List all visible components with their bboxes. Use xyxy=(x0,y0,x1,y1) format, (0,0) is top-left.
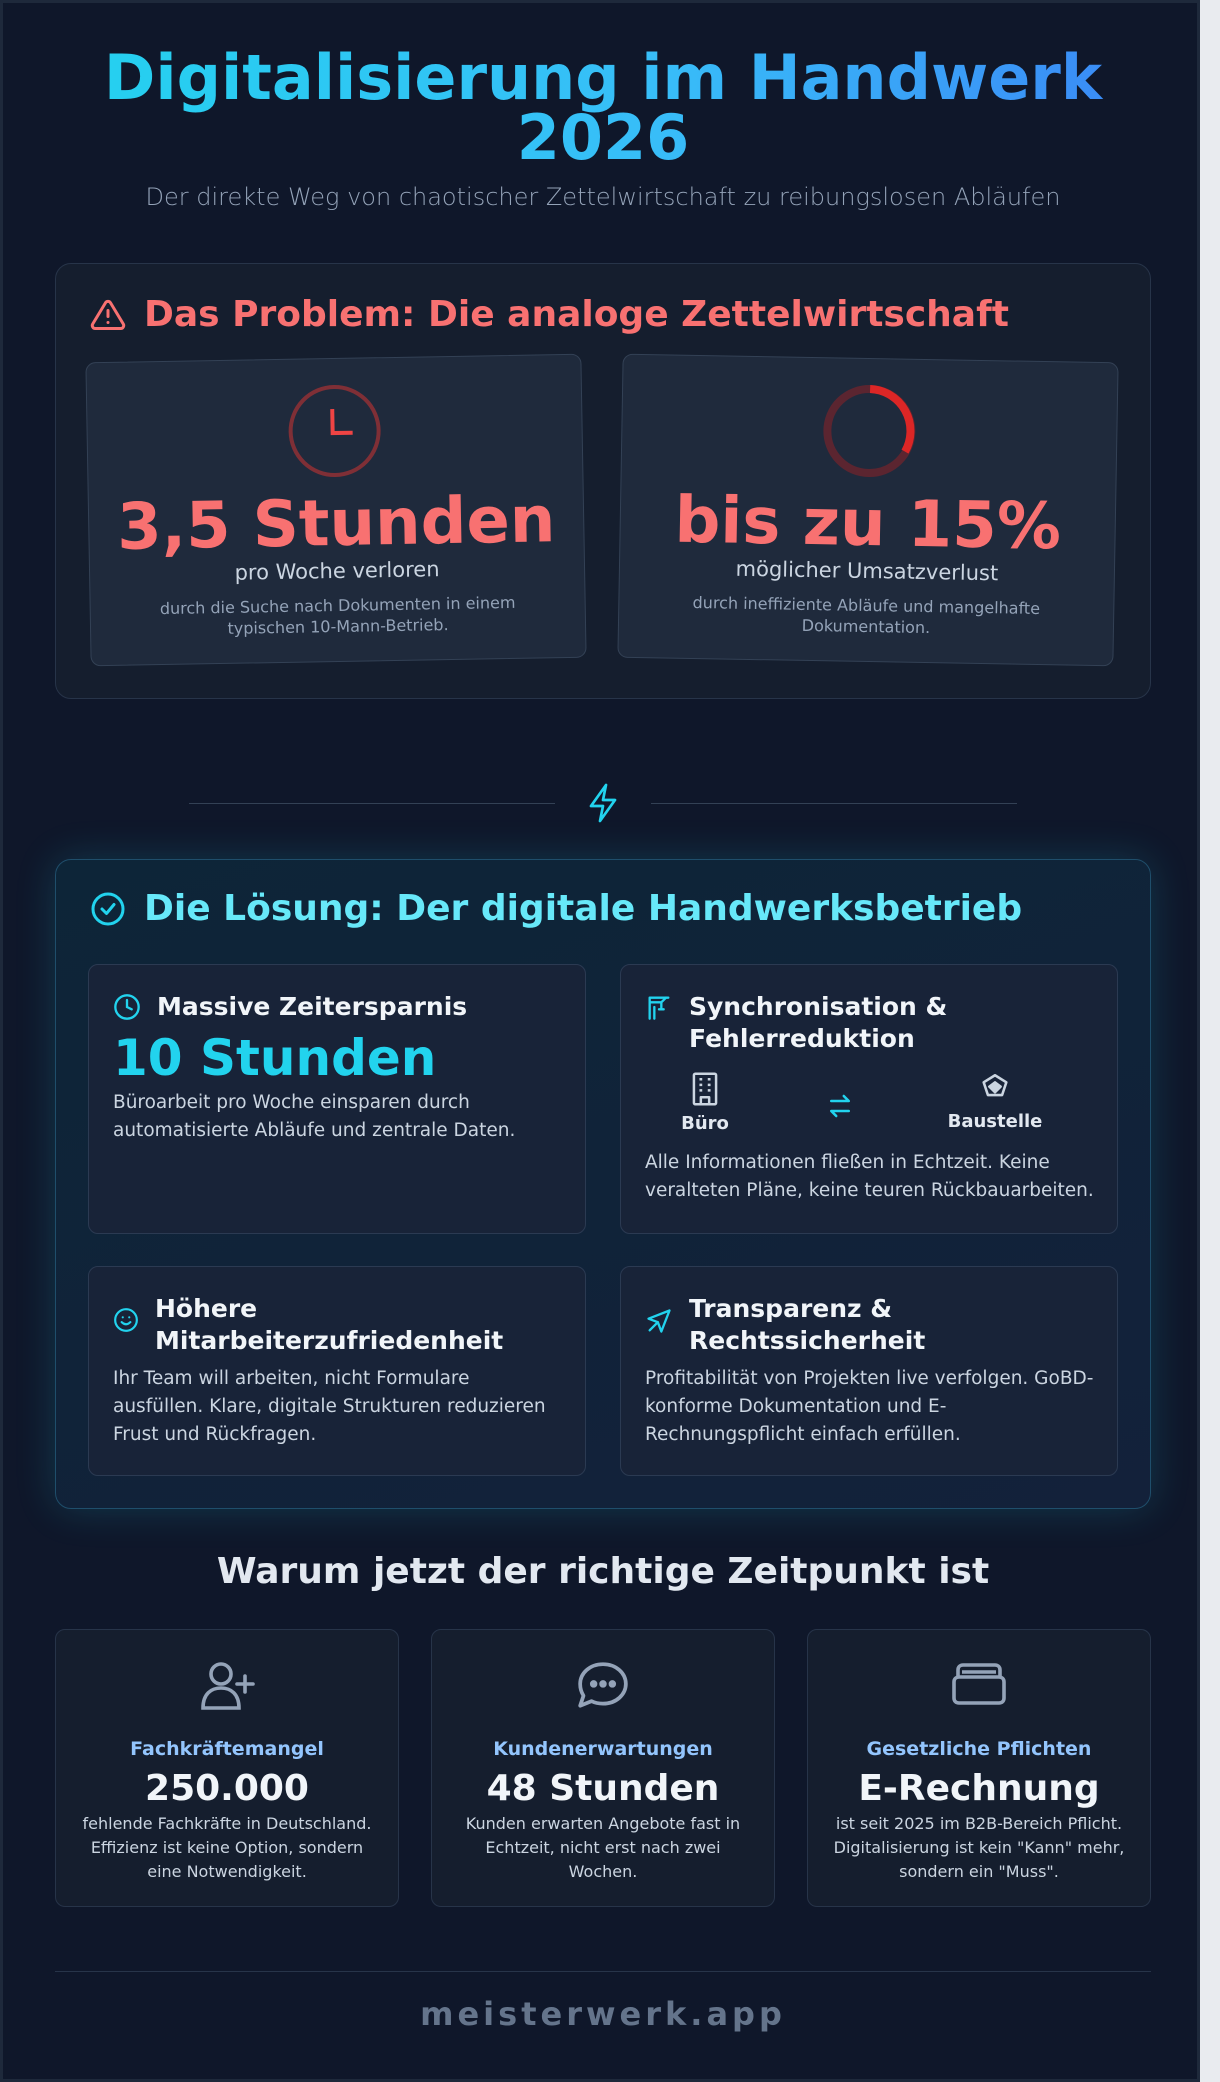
why-customers-value: 48 Stunden xyxy=(486,1768,720,1809)
solution-card-time-head: Massive Zeitersparnis xyxy=(113,991,565,1025)
crane-icon xyxy=(645,991,673,1025)
building-icon xyxy=(645,1071,765,1107)
clock-icon xyxy=(87,379,583,484)
problem-section: Das Problem: Die analoge Zettelwirtschaf… xyxy=(55,263,1151,699)
solution-sync-desc: Alle Informationen fließen in Echtzeit. … xyxy=(645,1152,1094,1201)
why-skills-value: 250.000 xyxy=(145,1768,309,1809)
solution-card-time: Massive Zeitersparnis 10 Stunden Büroarb… xyxy=(88,964,586,1234)
solution-card-employees: Höhere Mitarbeiterzufriedenheit Ihr Team… xyxy=(88,1266,586,1476)
user-plus-icon xyxy=(56,1660,398,1712)
sync-node-site-label: Baustelle xyxy=(947,1111,1043,1132)
solution-card-transparency-head: Transparenz & Rechtssicherheit xyxy=(645,1293,1097,1357)
problem-heading: Das Problem: Die analoge Zettelwirtschaf… xyxy=(144,294,1009,335)
why-legal-label: Gesetzliche Pflichten xyxy=(866,1738,1092,1760)
lightning-icon xyxy=(585,781,621,829)
smile-icon xyxy=(113,1293,139,1337)
why-customers-label: Kundenerwartungen xyxy=(493,1738,713,1760)
solution-heading: Die Lösung: Der digitale Handwerksbetrie… xyxy=(144,888,1023,929)
footer-brand: meisterwerk.app xyxy=(420,1995,786,2033)
sync-diagram: Büro Baustelle xyxy=(645,1071,1097,1141)
footer-divider xyxy=(55,1971,1151,1972)
solution-card-time-title: Massive Zeitersparnis xyxy=(157,992,468,1021)
section-divider xyxy=(189,781,1017,825)
hard-hat-icon xyxy=(935,1071,1055,1105)
check-circle-icon xyxy=(90,891,126,927)
problem-heading-row: Das Problem: Die analoge Zettelwirtschaf… xyxy=(90,294,1009,335)
problem-time-value: 3,5 Stunden xyxy=(116,483,556,565)
divider-line-left xyxy=(189,803,555,804)
problem-card-time: 3,5 Stunden pro Woche verloren durch die… xyxy=(85,353,587,667)
sync-node-office-label: Büro xyxy=(681,1113,729,1134)
problem-card-revenue: bis zu 15% möglicher Umsatzverlust durch… xyxy=(617,353,1119,667)
solution-section: Die Lösung: Der digitale Handwerksbetrie… xyxy=(55,859,1151,1509)
why-legal-desc: ist seit 2025 im B2B-Bereich Pflicht. Di… xyxy=(833,1814,1125,1881)
document-tray-icon xyxy=(808,1660,1150,1708)
why-heading: Warum jetzt der richtige Zeitpunkt ist xyxy=(216,1551,990,1592)
why-skills-label: Fachkräftemangel xyxy=(130,1738,324,1760)
why-skills-desc: fehlende Fachkräfte in Deutschland. Effi… xyxy=(82,1814,372,1881)
solution-card-employees-title: Höhere Mitarbeiterzufriedenheit xyxy=(155,1294,504,1355)
title-line-1: Digitalisierung im Handwerk xyxy=(103,41,1103,114)
solution-card-transparency-title: Transparenz & Rechtssicherheit xyxy=(689,1294,926,1355)
problem-revenue-desc: durch ineffiziente Abläufe und mangelhaf… xyxy=(692,592,1041,638)
solution-employees-desc: Ihr Team will arbeiten, nicht Formulare … xyxy=(113,1368,546,1445)
problem-time-desc: durch die Suche nach Dokumenten in einem… xyxy=(159,592,516,638)
why-customers-desc: Kunden erwarten Angebote fast in Echtzei… xyxy=(465,1814,741,1881)
warning-icon xyxy=(90,297,126,333)
clock-icon xyxy=(113,991,141,1025)
why-card-customers: Kundenerwartungen 48 Stunden Kunden erwa… xyxy=(431,1629,775,1907)
solution-time-desc: Büroarbeit pro Woche einsparen durch aut… xyxy=(113,1092,516,1141)
donut-progress-icon xyxy=(622,379,1118,484)
why-legal-value: E-Rechnung xyxy=(858,1768,1100,1809)
solution-heading-row: Die Lösung: Der digitale Handwerksbetrie… xyxy=(90,888,1022,929)
page-subtitle: Der direkte Weg von chaotischer Zettelwi… xyxy=(145,183,1061,211)
solution-card-transparency: Transparenz & Rechtssicherheit Profitabi… xyxy=(620,1266,1118,1476)
solution-transparency-desc: Profitabilität von Projekten live verfol… xyxy=(645,1368,1094,1445)
chat-bubble-icon xyxy=(432,1660,774,1712)
page-title: Digitalisierung im Handwerk 2026 xyxy=(3,48,1203,168)
divider-line-right xyxy=(651,803,1017,804)
problem-revenue-value: bis zu 15% xyxy=(673,483,1062,565)
swap-arrows-icon xyxy=(825,1091,855,1125)
solution-card-sync-head: Synchronisation & Fehlerreduktion xyxy=(645,991,1097,1055)
title-line-2: 2026 xyxy=(516,101,690,174)
why-card-skills: Fachkräftemangel 250.000 fehlende Fachkr… xyxy=(55,1629,399,1907)
solution-card-sync-title: Synchronisation & Fehlerreduktion xyxy=(689,992,948,1053)
sync-node-office: Büro xyxy=(645,1071,765,1134)
why-card-legal: Gesetzliche Pflichten E-Rechnung ist sei… xyxy=(807,1629,1151,1907)
pointer-icon xyxy=(645,1293,673,1339)
sync-node-site: Baustelle xyxy=(935,1071,1055,1132)
solution-card-sync: Synchronisation & Fehlerreduktion Büro xyxy=(620,964,1118,1234)
solution-time-value: 10 Stunden xyxy=(113,1029,437,1087)
solution-card-employees-head: Höhere Mitarbeiterzufriedenheit xyxy=(113,1293,565,1357)
